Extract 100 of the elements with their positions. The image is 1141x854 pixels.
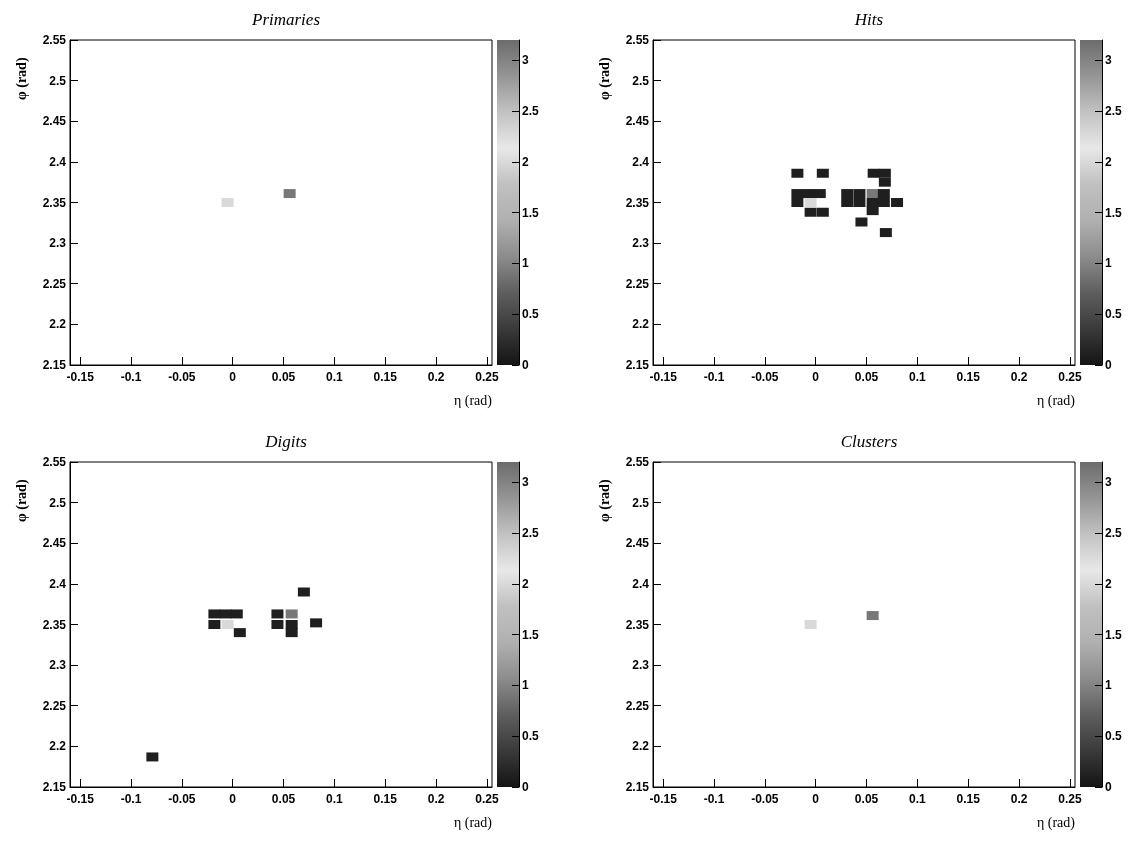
color-bar-label: 1.5 — [1105, 205, 1123, 220]
x-tick-label: -0.15 — [649, 370, 678, 384]
color-bar-label: 1.5 — [522, 205, 540, 220]
color-bar-label: 2 — [522, 154, 529, 169]
chart-title: Digits — [264, 432, 308, 451]
y-tick-label: 2.45 — [42, 114, 67, 129]
color-bar-label: 0.5 — [522, 729, 540, 744]
color-bar-label: 2.5 — [522, 526, 540, 541]
y-tick-label: 2.55 — [42, 455, 67, 469]
color-bar-label: 1 — [1105, 256, 1112, 271]
color-bar-label: 0 — [1105, 780, 1112, 794]
point — [791, 189, 804, 199]
point — [233, 628, 246, 638]
y-tick-label: 2.45 — [42, 536, 67, 551]
x-tick-label: 0.1 — [326, 370, 344, 384]
point — [866, 189, 879, 199]
x-tick-label: 0.15 — [373, 370, 398, 384]
y-tick-label: 2.15 — [625, 358, 650, 372]
point — [791, 168, 804, 178]
color-bar-label: 1 — [522, 256, 529, 271]
x-tick-label: 0 — [229, 370, 237, 384]
color-bar-label: 0.5 — [1105, 729, 1123, 744]
y-tick-label: 2.4 — [632, 576, 650, 591]
x-tick-label: 0.05 — [271, 792, 296, 806]
y-tick-label: 2.55 — [625, 455, 650, 469]
color-bar-label: 2.5 — [522, 104, 540, 119]
color-bar-label: 1.5 — [1105, 627, 1123, 642]
color-bar-label: 2.5 — [1105, 104, 1123, 119]
y-tick-label: 2.35 — [625, 617, 650, 632]
y-tick-label: 2.2 — [49, 739, 67, 754]
y-tick-label: 2.3 — [632, 236, 650, 251]
x-tick-label: 0.25 — [475, 370, 499, 384]
point — [802, 189, 815, 199]
x-tick-label: 0.1 — [326, 792, 344, 806]
color-bar-label: 0 — [522, 780, 529, 794]
y-tick-label: 2.45 — [625, 114, 650, 129]
y-tick-label: 2.4 — [632, 154, 650, 169]
y-tick-label: 2.45 — [625, 536, 650, 551]
color-bar-label: 3 — [522, 53, 529, 68]
color-bar-label: 1.5 — [522, 627, 540, 642]
y-tick-label: 2.55 — [625, 33, 650, 47]
color-bar-label: 0.5 — [1105, 307, 1123, 322]
y-tick-label: 2.4 — [49, 576, 67, 591]
x-tick-label: 0.1 — [909, 792, 927, 806]
point — [146, 752, 159, 762]
x-axis-title: η (rad) — [1036, 392, 1076, 409]
point — [866, 206, 879, 216]
point — [208, 609, 221, 619]
y-tick-label: 2.15 — [625, 780, 650, 794]
x-tick-label: 0.2 — [427, 370, 445, 384]
color-bar-label: 1 — [522, 678, 529, 693]
x-tick-label: -0.15 — [66, 370, 95, 384]
y-tick-label: 2.25 — [42, 698, 67, 713]
y-tick-label: 2.35 — [625, 195, 650, 210]
color-bar-label: 0 — [522, 358, 529, 372]
y-tick-label: 2.2 — [632, 739, 650, 754]
x-tick-label: -0.15 — [649, 792, 678, 806]
x-tick-label: 0.25 — [1058, 792, 1082, 806]
y-tick-label: 2.55 — [42, 33, 67, 47]
y-tick-label: 2.5 — [49, 495, 67, 510]
x-tick-label: 0.05 — [271, 370, 296, 384]
point — [804, 207, 817, 217]
x-tick-label: 0.1 — [909, 370, 927, 384]
color-bar-label: 0 — [1105, 358, 1112, 372]
color-bar-label: 1 — [1105, 678, 1112, 693]
color-bar-label: 3 — [1105, 475, 1112, 490]
point — [853, 189, 866, 199]
y-tick-label: 2.3 — [49, 658, 67, 673]
point — [878, 168, 891, 178]
x-tick-label: -0.15 — [66, 792, 95, 806]
y-tick-label: 2.35 — [42, 617, 67, 632]
x-tick-label: 0.2 — [1010, 370, 1028, 384]
x-tick-label: 0.25 — [1058, 370, 1082, 384]
y-axis-title: φ (rad) — [596, 479, 613, 522]
x-tick-label: -0.1 — [703, 370, 725, 384]
x-tick-label: -0.1 — [120, 370, 142, 384]
x-tick-label: 0.15 — [956, 792, 981, 806]
point — [878, 177, 891, 187]
x-tick-label: 0.2 — [427, 792, 445, 806]
y-tick-label: 2.25 — [625, 276, 650, 291]
x-axis-title: η (rad) — [1036, 814, 1076, 831]
x-axis-title: η (rad) — [453, 392, 493, 409]
point — [867, 168, 880, 178]
chart-title: Hits — [853, 10, 884, 29]
y-tick-label: 2.25 — [42, 276, 67, 291]
x-tick-label: 0.05 — [854, 792, 879, 806]
y-tick-label: 2.4 — [49, 154, 67, 169]
x-tick-label: 0.2 — [1010, 792, 1028, 806]
x-tick-label: -0.1 — [120, 792, 142, 806]
y-tick-label: 2.5 — [49, 73, 67, 88]
point — [285, 609, 298, 619]
color-bar-label: 3 — [522, 475, 529, 490]
x-tick-label: 0.25 — [475, 792, 499, 806]
color-bar-label: 3 — [1105, 53, 1112, 68]
y-tick-label: 2.35 — [42, 195, 67, 210]
point — [841, 189, 854, 199]
y-tick-label: 2.2 — [632, 317, 650, 332]
point — [310, 618, 323, 628]
x-tick-label: -0.05 — [168, 370, 196, 384]
chart-title: Clusters — [840, 432, 898, 451]
